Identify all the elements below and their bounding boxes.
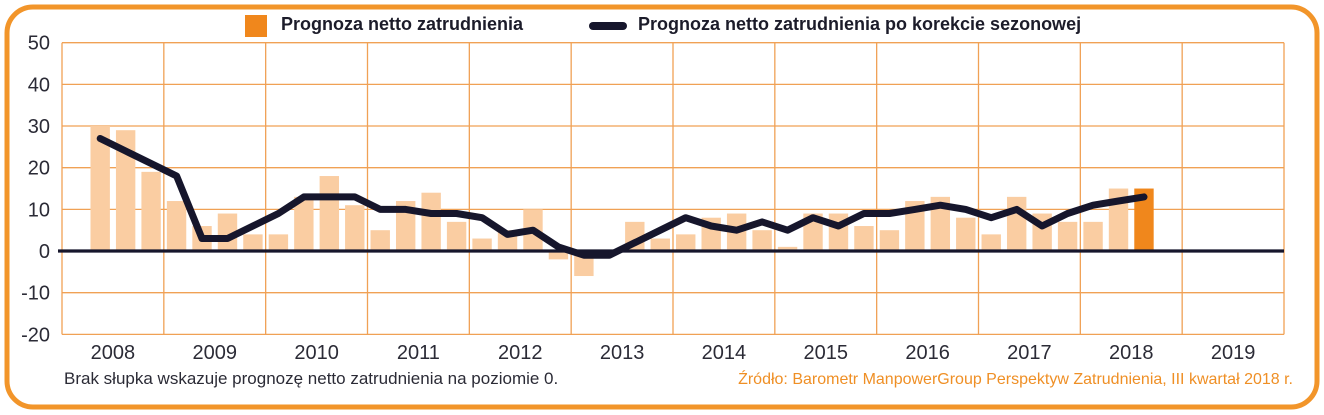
bar-2010-Q4 xyxy=(345,205,365,252)
bar-2018-Q3 xyxy=(1134,188,1154,252)
bar-2015-Q1 xyxy=(777,246,798,252)
year-label-2017: 2017 xyxy=(1007,342,1052,364)
line-legend-swatch xyxy=(589,22,627,30)
year-label-2016: 2016 xyxy=(905,342,950,364)
bar-2010-Q1 xyxy=(268,234,289,252)
line-legend-label: Prognoza netto zatrudnienia po korekcie … xyxy=(638,14,1082,34)
year-label-2012: 2012 xyxy=(498,342,543,364)
bar-2013-Q4 xyxy=(650,238,670,252)
bar-2015-Q4 xyxy=(854,226,874,252)
bar-2014-Q4 xyxy=(752,230,772,252)
bar-2014-Q1 xyxy=(676,234,696,252)
footnote-text: Brak słupka wskazuje prognozę netto zatr… xyxy=(64,369,559,388)
bar-2008-Q4 xyxy=(141,171,161,252)
bar-legend-swatch xyxy=(245,15,267,37)
bar-2016-Q3 xyxy=(930,196,951,252)
y-tick-label-40: 40 xyxy=(28,74,50,96)
bar-2012-Q4 xyxy=(548,251,569,260)
year-label-2015: 2015 xyxy=(804,342,849,364)
y-tick-label-50: 50 xyxy=(28,33,50,55)
bar-2010-Q3 xyxy=(319,176,340,252)
bar-2009-Q1 xyxy=(166,201,187,252)
bar-2016-Q1 xyxy=(879,230,900,252)
year-label-2009: 2009 xyxy=(193,342,238,364)
bar-2008-Q2 xyxy=(90,126,110,252)
y-tick-label-0: 0 xyxy=(39,241,50,263)
seasonally-adjusted-line xyxy=(96,135,1148,259)
bar-2017-Q2 xyxy=(1006,196,1027,252)
bar-2017-Q1 xyxy=(981,234,1001,252)
year-label-2018: 2018 xyxy=(1109,342,1154,364)
y-tick-label-30: 30 xyxy=(28,116,50,138)
year-label-2013: 2013 xyxy=(600,342,645,364)
year-label-2008: 2008 xyxy=(91,342,136,364)
year-label-2010: 2010 xyxy=(294,342,339,364)
footer-row: Brak słupka wskazuje prognozę netto zatr… xyxy=(64,369,1293,389)
bar-2011-Q3 xyxy=(421,192,441,252)
y-tick-label--20: -20 xyxy=(21,324,50,346)
bar-2012-Q1 xyxy=(472,238,492,252)
bar-2009-Q4 xyxy=(243,234,263,252)
bar-2008-Q3 xyxy=(115,130,136,252)
year-label-2011: 2011 xyxy=(397,342,440,364)
year-label-2014: 2014 xyxy=(702,342,747,364)
y-tick-label--10: -10 xyxy=(21,283,50,305)
legend: Prognoza netto zatrudnienia Prognoza net… xyxy=(0,0,1324,44)
bar-legend-label: Prognoza netto zatrudnienia xyxy=(281,14,524,34)
bar-2011-Q4 xyxy=(446,221,467,252)
bar-2016-Q4 xyxy=(956,217,976,252)
frame-border xyxy=(4,4,1320,410)
y-tick-label-20: 20 xyxy=(28,158,50,180)
bar-2010-Q2 xyxy=(294,196,314,252)
year-label-2019: 2019 xyxy=(1211,342,1256,364)
y-tick-label-10: 10 xyxy=(28,199,50,221)
source-text: Źródło: Barometr ManpowerGroup Perspekty… xyxy=(738,371,1293,388)
bar-2017-Q4 xyxy=(1057,221,1078,252)
bar-2011-Q1 xyxy=(370,230,390,252)
bar-2018-Q1 xyxy=(1083,221,1103,252)
